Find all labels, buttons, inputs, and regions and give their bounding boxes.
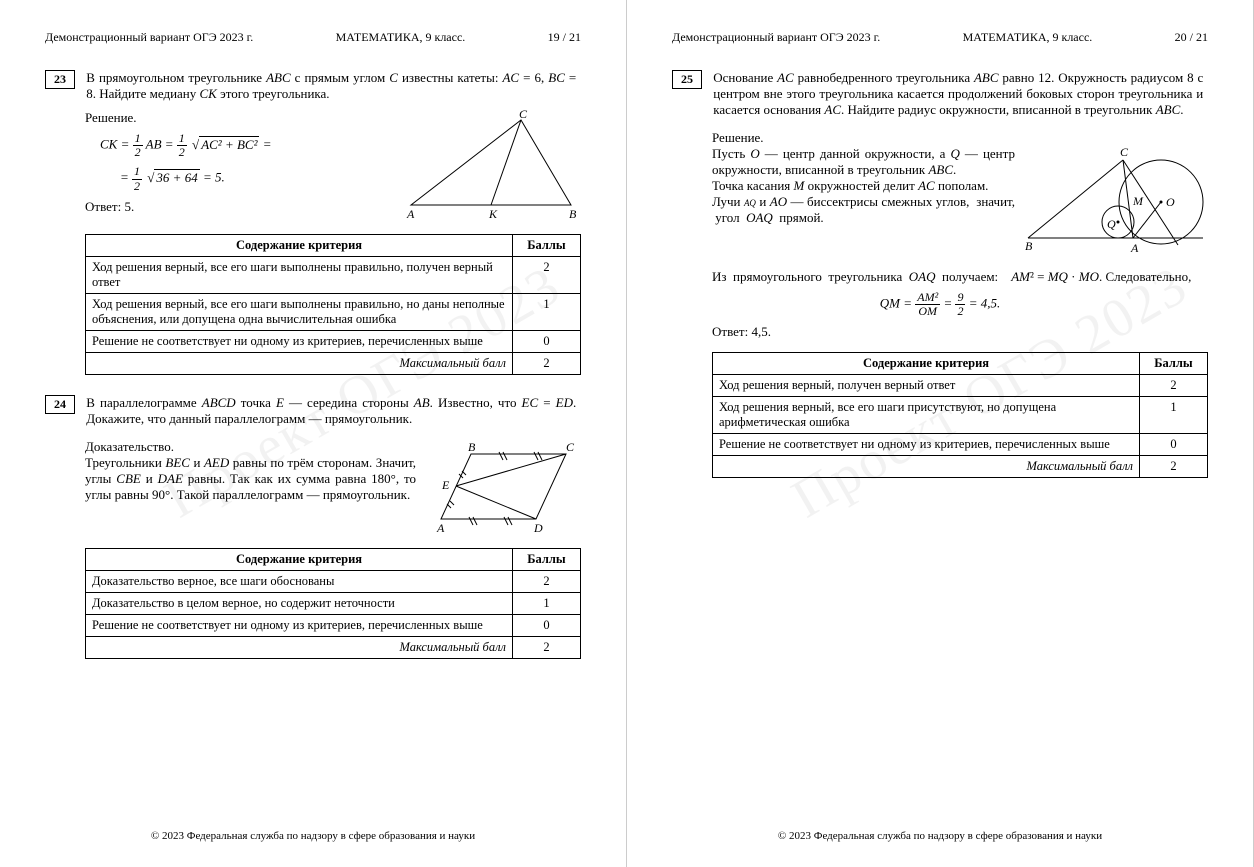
header-center: МАТЕМАТИКА, 9 класс. (963, 30, 1093, 45)
formula-2: = 12 36 + 64 = 5. (120, 165, 401, 192)
criteria-header-content: Содержание критерия (713, 353, 1140, 375)
criteria-table-24: Содержание критерия Баллы Доказательство… (85, 548, 581, 659)
svg-text:O: O (1166, 195, 1175, 209)
criteria-header-score: Баллы (513, 235, 581, 257)
header-pagenum: 19 / 21 (548, 30, 581, 45)
solution-block: Решение. Пусть O — центр данной окружнос… (712, 130, 1023, 226)
criteria-row: Ход решения верный, получен верный ответ (713, 375, 1140, 397)
solution-label: Решение. (85, 110, 401, 126)
label-K: K (488, 207, 498, 220)
criteria-max-score: 2 (1140, 456, 1208, 478)
criteria-score: 2 (1140, 375, 1208, 397)
criteria-header-content: Содержание критерия (86, 549, 513, 571)
criteria-max-label: Максимальный балл (713, 456, 1140, 478)
page-left: Проект ОГЭ 2023 Демонстрационный вариант… (0, 0, 627, 867)
footer: © 2023 Федеральная служба по надзору в с… (627, 830, 1253, 842)
criteria-score: 1 (513, 593, 581, 615)
footer: © 2023 Федеральная служба по надзору в с… (0, 830, 626, 842)
criteria-score: 0 (513, 331, 581, 353)
criteria-row: Ход решения верный, все его шаги выполне… (86, 257, 513, 294)
problem-text: Основание AC равнобедренного треугольник… (713, 70, 1203, 118)
criteria-header-content: Содержание критерия (86, 235, 513, 257)
header-pagenum: 20 / 21 (1175, 30, 1208, 45)
problem-number: 25 (672, 70, 702, 89)
proof-block: Доказательство. Треугольники BEC и AED р… (85, 439, 426, 503)
criteria-score: 0 (513, 615, 581, 637)
criteria-row: Доказательство верное, все шаги обоснова… (86, 571, 513, 593)
svg-text:B: B (468, 440, 476, 454)
answer: Ответ: 5. (85, 199, 401, 215)
criteria-row: Решение не соответствует ни одному из кр… (713, 434, 1140, 456)
label-B: B (569, 207, 577, 220)
criteria-row: Ход решения верный, все его шаги присутс… (713, 397, 1140, 434)
criteria-max-score: 2 (513, 637, 581, 659)
criteria-row: Решение не соответствует ни одному из кр… (86, 331, 513, 353)
criteria-table-23: Содержание критерия Баллы Ход решения ве… (85, 234, 581, 375)
problem-23: 23 В прямоугольном треугольнике ABC с пр… (45, 70, 581, 375)
solution-label: Решение. (712, 130, 1015, 146)
problem-number: 23 (45, 70, 75, 89)
formula-1: CK = 12 AB = 12 AC² + BC² = (100, 132, 401, 159)
label-C: C (519, 110, 528, 121)
figure-parallelogram-24: A D B C E (426, 439, 581, 538)
criteria-score: 0 (1140, 434, 1208, 456)
svg-text:A: A (436, 521, 445, 534)
criteria-score: 1 (513, 294, 581, 331)
svg-text:B: B (1025, 239, 1033, 253)
criteria-score: 2 (513, 257, 581, 294)
criteria-max-label: Максимальный балл (86, 637, 513, 659)
criteria-header-score: Баллы (513, 549, 581, 571)
criteria-row: Доказательство в целом верное, но содерж… (86, 593, 513, 615)
criteria-table-25: Содержание критерия Баллы Ход решения ве… (712, 352, 1208, 478)
problem-number: 24 (45, 395, 75, 414)
svg-text:D: D (533, 521, 543, 534)
criteria-row: Решение не соответствует ни одному из кр… (86, 615, 513, 637)
page-right: Проект ОГЭ 2023 Демонстрационный вариант… (627, 0, 1254, 867)
problem-24: 24 В параллелограмме ABCD точка E — сере… (45, 395, 581, 659)
criteria-score: 1 (1140, 397, 1208, 434)
criteria-max-label: Максимальный балл (86, 353, 513, 375)
criteria-row: Ход решения верный, все его шаги выполне… (86, 294, 513, 331)
solution-block: Решение. CK = 12 AB = 12 AC² + BC² = = 1… (85, 110, 401, 215)
svg-text:A: A (1130, 241, 1139, 255)
page-header: Демонстрационный вариант ОГЭ 2023 г. МАТ… (45, 30, 581, 45)
problem-25: 25 Основание AC равнобедренного треуголь… (672, 70, 1208, 478)
header-left: Демонстрационный вариант ОГЭ 2023 г. (672, 30, 880, 45)
criteria-score: 2 (513, 571, 581, 593)
formula-qm: QM = AM²OM = 92 = 4,5. (672, 291, 1208, 318)
label-A: A (406, 207, 415, 220)
header-center: МАТЕМАТИКА, 9 класс. (336, 30, 466, 45)
svg-text:E: E (441, 478, 450, 492)
page-header: Демонстрационный вариант ОГЭ 2023 г. МАТ… (672, 30, 1208, 45)
svg-text:C: C (1120, 145, 1129, 159)
problem-text: В параллелограмме ABCD точка E — середин… (86, 395, 576, 427)
figure-circles-25: B A C O Q M (1023, 130, 1208, 269)
criteria-max-score: 2 (513, 353, 581, 375)
proof-label: Доказательство. (85, 439, 416, 455)
solution-continuation: Из прямоугольного треугольника OAQ получ… (712, 269, 1208, 285)
svg-text:C: C (566, 440, 575, 454)
svg-text:M: M (1132, 194, 1144, 208)
svg-text:Q: Q (1107, 217, 1116, 231)
problem-text: В прямоугольном треугольнике ABC с прямы… (86, 70, 576, 102)
figure-triangle-23: A K B C (401, 110, 581, 224)
criteria-header-score: Баллы (1140, 353, 1208, 375)
header-left: Демонстрационный вариант ОГЭ 2023 г. (45, 30, 253, 45)
answer: Ответ: 4,5. (712, 324, 1208, 340)
